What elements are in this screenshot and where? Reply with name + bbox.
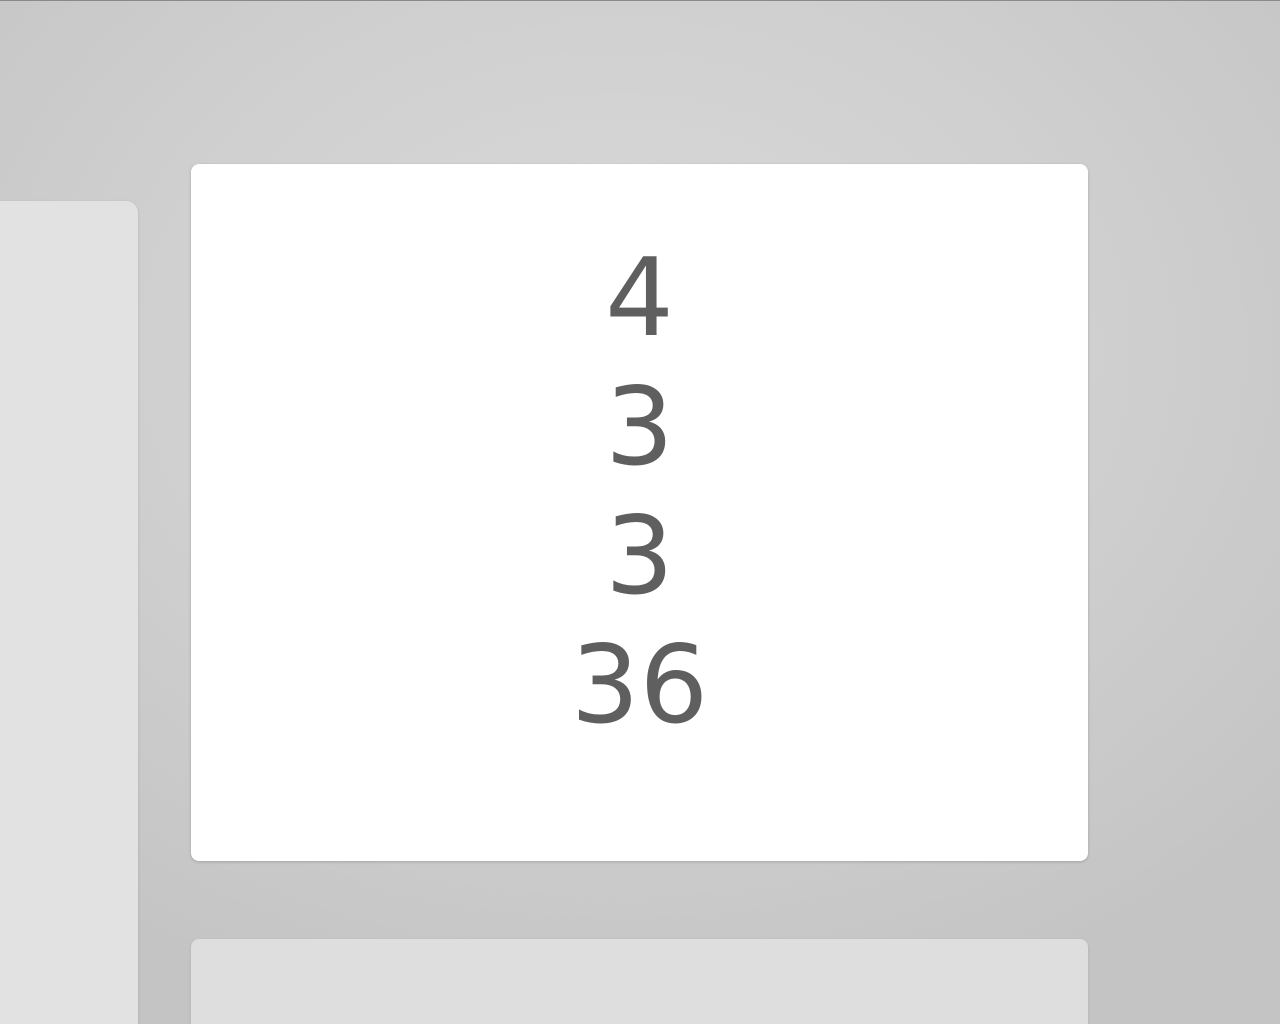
card-value-3: 3 [605,493,674,619]
window-top-border [0,0,1280,1]
card-value-list: 4 3 3 36 [571,234,708,750]
card-value-1: 4 [605,235,674,361]
next-card-peek[interactable] [191,939,1088,1024]
card-value-4: 36 [570,622,709,748]
current-card[interactable]: 4 3 3 36 [191,164,1088,861]
card-value-2: 3 [605,364,674,490]
previous-card-peek[interactable] [0,201,138,1024]
